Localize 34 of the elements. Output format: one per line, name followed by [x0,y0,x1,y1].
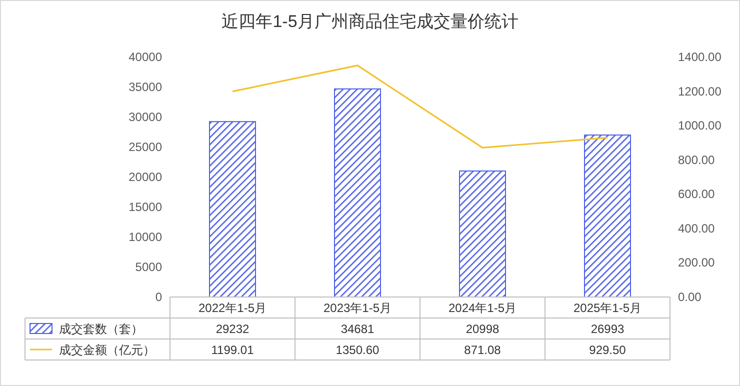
y-tick-label: 0 [155,290,162,304]
y2-tick-label: 0.00 [678,290,702,304]
y-tick-label: 30000 [128,110,162,124]
x-tick-label: 2022年1-5月 [198,301,267,315]
data-label: 26993 [590,322,625,336]
data-label: 871.08 [464,343,502,357]
y-tick-label: 25000 [128,140,162,154]
x-tick-label: 2024年1-5月 [448,301,517,315]
y2-tick-label: 200.00 [678,256,716,270]
y-tick-label: 5000 [135,260,162,274]
y-tick-label: 20000 [128,170,162,184]
data-label: 34681 [340,322,375,336]
y2-tick-label: 1200.00 [678,84,722,98]
data-label: 929.50 [589,343,626,357]
y2-tick-label: 1400.00 [678,50,722,64]
y-tick-label: 15000 [128,200,162,214]
y-tick-label: 40000 [128,50,162,64]
y2-tick-label: 1000.00 [678,118,722,133]
data-label: 20998 [466,322,500,336]
legend-label: 成交套数（套） [59,322,143,336]
data-label: 1199.01 [211,343,254,357]
legend: 成交套数（套） [30,322,143,336]
y-tick-label: 35000 [128,80,162,94]
y2-tick-label: 600.00 [678,187,716,202]
title: 近四年1-5月广州商品住宅成交量价统计 [222,12,518,31]
y2-tick-label: 400.00 [678,221,716,236]
x-tick-label: 2025年1-5月 [573,301,642,315]
y2-tick-label: 800.00 [678,152,716,167]
y-tick-label: 10000 [128,230,162,244]
x-tick-label: 2023年1-5月 [323,301,392,315]
data-label: 29232 [216,322,250,336]
legend-label: 成交金额（亿元） [59,343,155,357]
data-label: 1350.60 [336,343,380,357]
legend: 成交金额（亿元） [30,343,155,357]
